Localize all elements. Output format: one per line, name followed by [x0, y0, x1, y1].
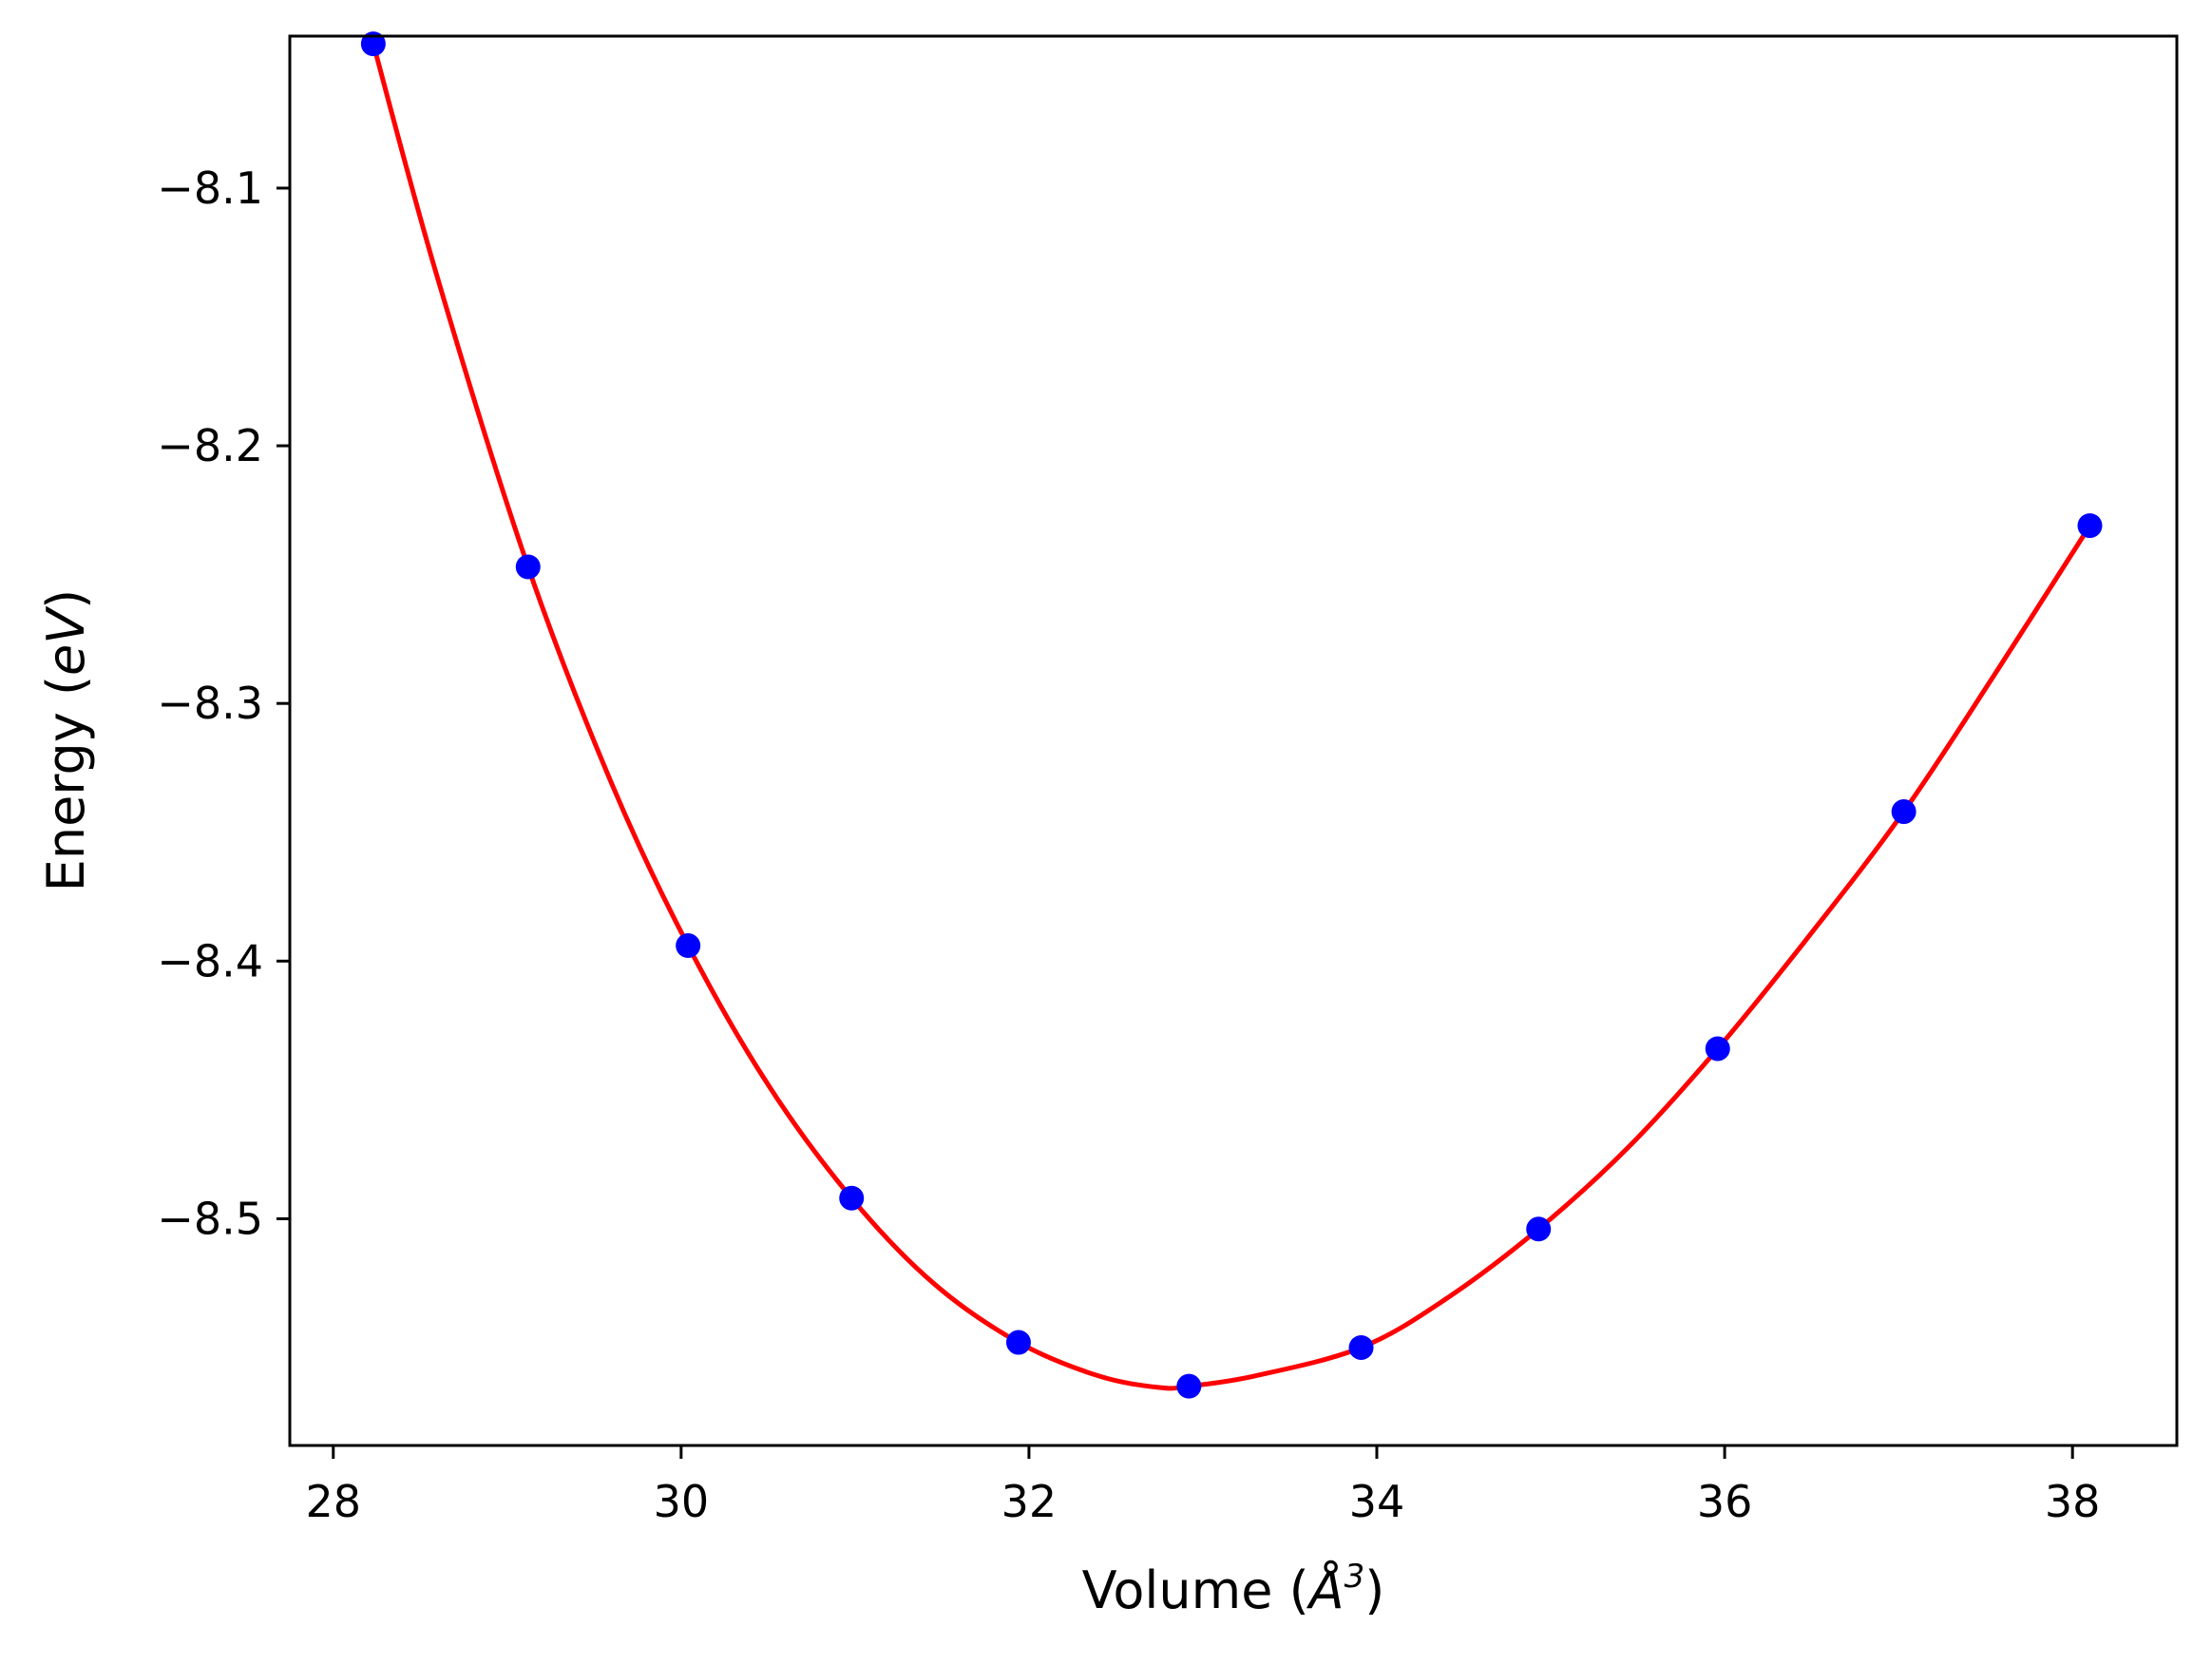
x-axis-label: Volume (Å3) [1082, 1558, 1385, 1620]
x-tick-label: 32 [1001, 1476, 1058, 1527]
x-tick-label: 38 [2045, 1476, 2101, 1527]
data-point [360, 31, 386, 57]
y-axis-label: Energy (eV) [36, 589, 96, 892]
data-point [1705, 1036, 1730, 1062]
y-tick-label: −8.5 [157, 1193, 263, 1244]
data-point [1526, 1216, 1552, 1242]
x-tick-label: 28 [305, 1476, 361, 1527]
y-tick-label: −8.3 [157, 678, 263, 729]
data-point [1891, 799, 1916, 825]
x-tick-label: 30 [654, 1476, 710, 1527]
plot-frame [288, 34, 2179, 1447]
data-point [515, 554, 541, 580]
x-tick-label: 34 [1349, 1476, 1405, 1527]
y-tick-label: −8.4 [157, 935, 263, 986]
x-tick-label: 36 [1697, 1476, 1753, 1527]
data-point [676, 933, 701, 959]
data-point [1176, 1373, 1202, 1399]
x-axis: 28 30 32 34 36 38 [305, 1445, 2100, 1527]
y-tick-label: −8.2 [157, 420, 263, 471]
data-point [1005, 1330, 1031, 1355]
y-axis: −8.1 −8.2 −8.3 −8.4 −8.5 [157, 163, 290, 1244]
fit-curve-line [371, 43, 2092, 1391]
data-point [1348, 1334, 1374, 1360]
plot-area [360, 31, 2103, 1399]
data-point [839, 1185, 865, 1211]
data-point [2077, 513, 2103, 539]
y-tick-label: −8.1 [157, 163, 263, 214]
